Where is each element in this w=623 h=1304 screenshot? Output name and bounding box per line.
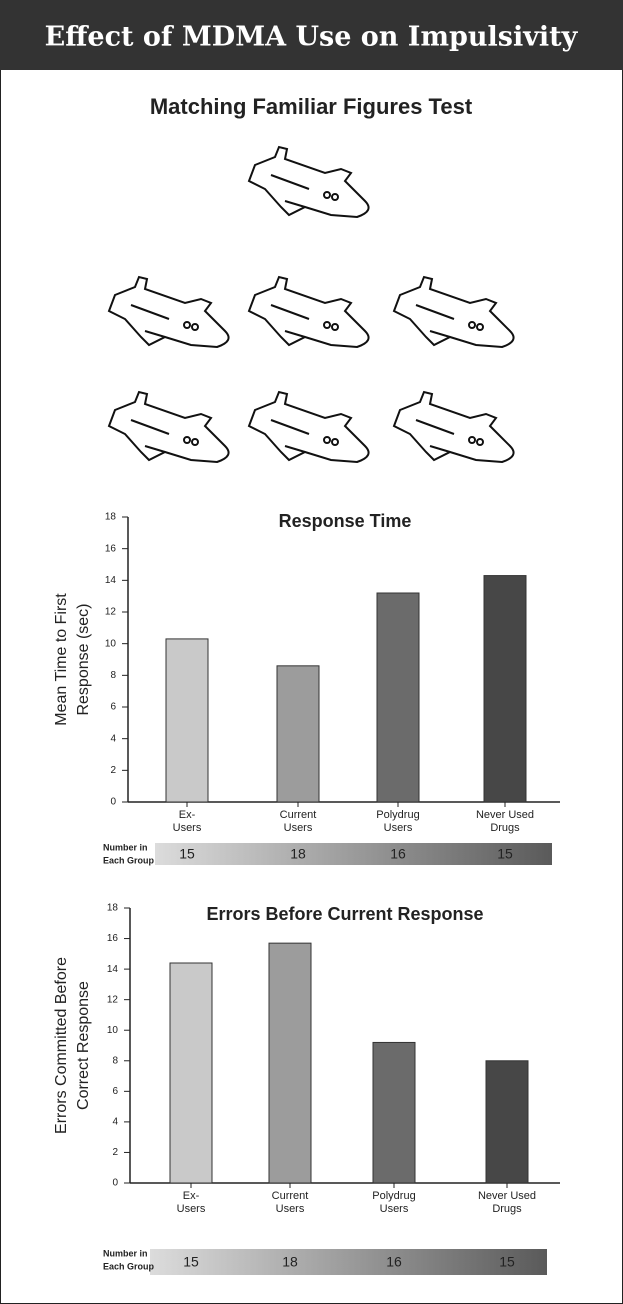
- y-tick-label: 8: [110, 670, 116, 681]
- x-tick-label: Polydrug: [372, 1190, 415, 1202]
- y-axis-label: Errors Committed Before: [53, 957, 70, 1134]
- x-tick-label: Users: [380, 1203, 409, 1215]
- x-tick-label: Users: [276, 1203, 305, 1215]
- y-tick-label: 4: [112, 1117, 118, 1128]
- x-tick-label: Never Used: [476, 809, 534, 821]
- group-size-label: Each Group: [103, 855, 155, 865]
- x-tick-label: Current: [280, 809, 317, 821]
- group-size-band: [150, 1249, 547, 1275]
- bar: [485, 1060, 529, 1184]
- group-size: 15: [179, 846, 195, 862]
- y-tick-label: 2: [110, 765, 116, 776]
- bar: [276, 665, 320, 803]
- header-bar: [0, 0, 623, 70]
- group-size-label: Number in: [103, 842, 148, 852]
- x-tick-label: Current: [272, 1190, 309, 1202]
- y-tick-label: 10: [105, 638, 117, 649]
- x-tick-label: Users: [384, 822, 413, 834]
- group-size: 18: [290, 846, 306, 862]
- y-tick-label: 16: [105, 543, 117, 554]
- bar: [165, 638, 209, 803]
- bar: [268, 942, 312, 1184]
- y-axis-label: Mean Time to First: [53, 593, 70, 726]
- y-tick-label: 18: [105, 512, 117, 523]
- y-tick-label: 0: [112, 1178, 118, 1189]
- group-size: 15: [183, 1254, 199, 1270]
- group-size-band: [155, 843, 552, 865]
- x-tick-label: Drugs: [490, 822, 520, 834]
- x-tick-label: Drugs: [492, 1203, 522, 1215]
- x-tick-label: Ex-: [179, 809, 196, 821]
- page-title: Effect of MDMA Use on Impulsivity: [45, 22, 579, 53]
- chart-title: Errors Before Current Response: [206, 904, 483, 924]
- y-tick-label: 16: [107, 933, 119, 944]
- group-size-label: Each Group: [103, 1261, 155, 1271]
- x-tick-label: Users: [177, 1203, 206, 1215]
- bar: [372, 1041, 416, 1184]
- bar: [376, 592, 420, 803]
- y-axis-label: Correct Response: [75, 981, 92, 1110]
- y-tick-label: 4: [110, 733, 116, 744]
- group-size: 18: [282, 1254, 298, 1270]
- x-tick-label: Ex-: [183, 1190, 200, 1202]
- x-tick-label: Polydrug: [376, 809, 419, 821]
- y-tick-label: 18: [107, 903, 119, 914]
- y-tick-label: 14: [105, 575, 117, 586]
- group-size: 15: [497, 846, 513, 862]
- y-tick-label: 10: [107, 1025, 119, 1036]
- x-tick-label: Users: [173, 822, 202, 834]
- chart-title: Response Time: [279, 511, 412, 531]
- group-size: 15: [499, 1254, 515, 1270]
- y-tick-label: 6: [112, 1086, 118, 1097]
- x-tick-label: Users: [284, 822, 313, 834]
- subtitle: Matching Familiar Figures Test: [150, 94, 473, 119]
- bar: [483, 575, 527, 803]
- x-tick-label: Never Used: [478, 1190, 536, 1202]
- y-tick-label: 12: [107, 994, 119, 1005]
- group-size-label: Number in: [103, 1248, 148, 1258]
- y-tick-label: 8: [112, 1055, 118, 1066]
- y-tick-label: 0: [110, 797, 116, 808]
- y-tick-label: 6: [110, 702, 116, 713]
- y-tick-label: 2: [112, 1147, 118, 1158]
- y-tick-label: 14: [107, 964, 119, 975]
- bar: [169, 962, 213, 1184]
- group-size: 16: [390, 846, 406, 862]
- group-size: 16: [386, 1254, 402, 1270]
- y-axis-label: Response (sec): [75, 603, 92, 715]
- y-tick-label: 12: [105, 607, 117, 618]
